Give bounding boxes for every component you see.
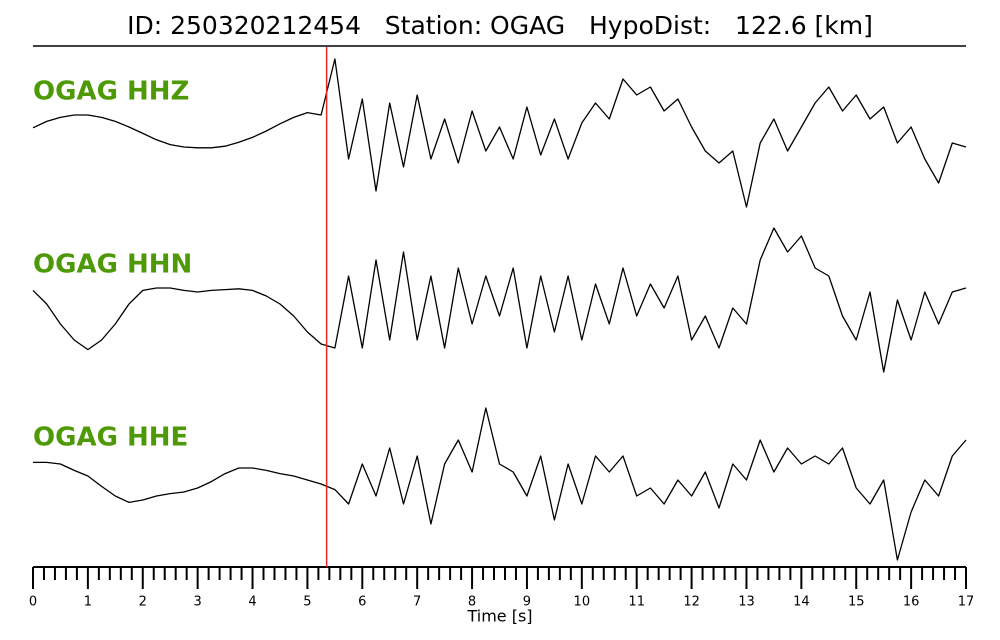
x-tick-label: 10 [574, 595, 591, 610]
x-tick-label: 17 [958, 595, 975, 610]
trace-label: OGAG HHE [33, 423, 188, 453]
trace [32, 58, 967, 208]
x-tick-label: 9 [523, 595, 531, 610]
x-tick-label: 13 [738, 595, 755, 610]
x-tick-label: 15 [848, 595, 865, 610]
trace [33, 407, 967, 561]
x-tick-label: 11 [628, 595, 645, 610]
x-tick-label: 16 [903, 595, 920, 610]
x-tick-label: 1 [84, 595, 92, 610]
chart-title: ID: 250320212454 Station: OGAG HypoDist:… [127, 11, 873, 40]
x-axis-label: Time [s] [466, 607, 532, 626]
trace-label: OGAG HHN [33, 250, 192, 280]
x-tick-label: 12 [683, 595, 700, 610]
x-tick-label: 2 [139, 595, 147, 610]
x-tick-label: 8 [468, 595, 476, 610]
x-tick-label: 7 [413, 595, 421, 610]
x-tick-label: 5 [303, 595, 311, 610]
x-tick-label: 14 [793, 595, 810, 610]
trace [32, 227, 967, 373]
x-tick-label: 3 [194, 595, 202, 610]
x-tick-label: 0 [29, 595, 37, 610]
x-tick-label: 6 [358, 595, 366, 610]
x-tick-label: 4 [248, 595, 256, 610]
trace-label: OGAG HHZ [33, 77, 189, 107]
